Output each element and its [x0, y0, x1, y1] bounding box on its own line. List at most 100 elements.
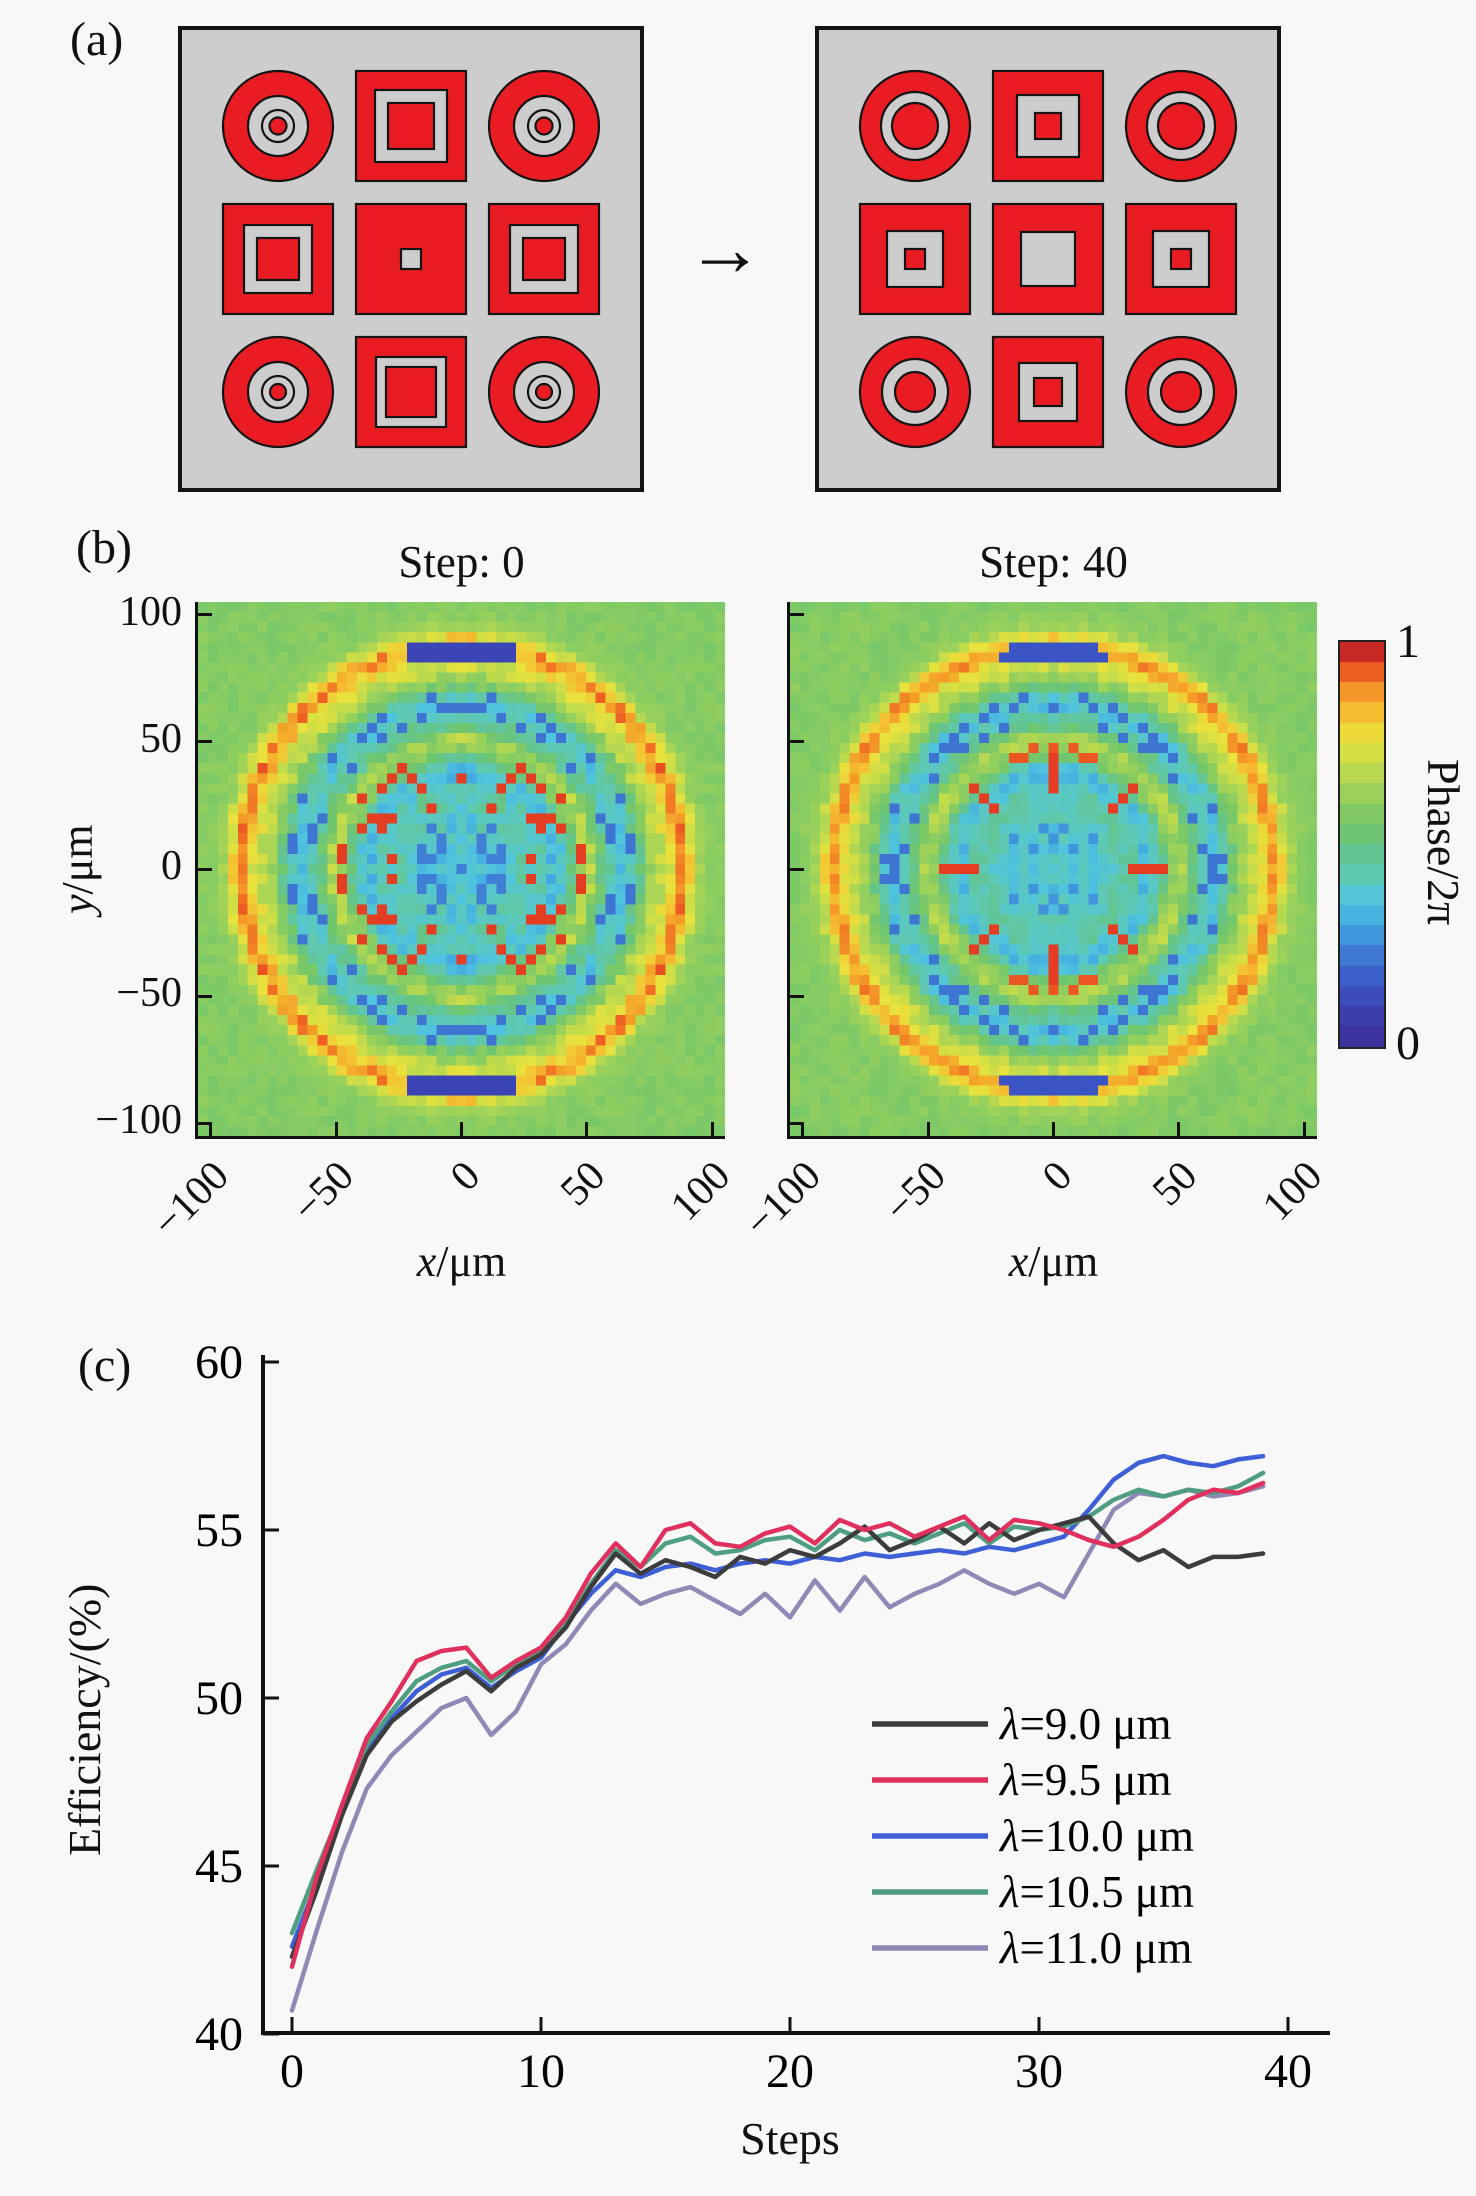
- b-y-tick-mark: [790, 994, 804, 998]
- red-circle: [890, 101, 940, 151]
- colorbar-tick-max: 1: [1396, 615, 1420, 668]
- meta-atom-after-optimization-7: [991, 335, 1105, 449]
- b-y-tick-mark: [198, 740, 212, 744]
- red-circle: [1156, 101, 1206, 151]
- red-square: [384, 365, 438, 419]
- b-y-tick-mark: [790, 867, 804, 871]
- meta-atom-before-optimization-1: [354, 69, 468, 183]
- meta-atom-before-optimization-6: [221, 335, 335, 449]
- red-circle: [534, 382, 554, 402]
- panel-a-label: (a): [70, 13, 124, 66]
- b-x-tick-text: 100: [1254, 1152, 1332, 1230]
- colorbar-label: Phase/2π: [1418, 759, 1469, 926]
- b-x-axis-label-right: x/μm: [790, 1236, 1317, 1287]
- c-x-tick-label: 0: [280, 2045, 304, 2098]
- red-square: [1033, 111, 1063, 141]
- b-x-tick-text: −100: [735, 1152, 830, 1247]
- legend-label: λ=10.5 μm: [998, 1867, 1194, 1917]
- b-y-axis-label-var: y: [53, 894, 102, 914]
- b-x-tick-text: −100: [143, 1152, 238, 1247]
- b-y-tick-label: −100: [95, 1097, 182, 1144]
- arrow-icon: →: [686, 205, 764, 292]
- meta-atom-after-optimization-5: [1124, 202, 1238, 316]
- b-x-tick-mark: [1302, 1122, 1306, 1136]
- b-x-tick-mark: [710, 1122, 714, 1136]
- c-y-tick-label: 40: [195, 2008, 243, 2061]
- meta-atom-before-optimization-7: [354, 335, 468, 449]
- legend-label: λ=9.5 μm: [998, 1755, 1172, 1805]
- b-x-tick-mark: [1052, 1122, 1055, 1136]
- c-x-tick-label: 40: [1264, 2045, 1312, 2098]
- meta-atom-grid-before: [178, 26, 644, 492]
- b-x-tick-text: −50: [284, 1152, 364, 1232]
- colorbar: [1338, 640, 1386, 1049]
- red-circle: [268, 116, 288, 136]
- b-y-tick-mark: [198, 613, 212, 617]
- meta-atom-before-optimization-5: [487, 202, 601, 316]
- efficiency-chart: 40 45 50 55 60 0 10 20 30 40 λ=9.0 μm λ=9.5 μm λ=10.…: [195, 1336, 1330, 2098]
- b-x-tick-mark: [460, 1122, 463, 1136]
- red-square: [521, 236, 567, 282]
- b-y-tick-label: 100: [119, 588, 182, 635]
- heatmap-title-step-0: Step: 0: [398, 537, 525, 587]
- red-square: [1032, 376, 1064, 408]
- b-x-axis-label-unit: /μm: [436, 1237, 507, 1286]
- b-x-tick-text: 50: [1143, 1152, 1207, 1215]
- c-x-axis-label: Steps: [740, 2113, 840, 2164]
- panel-c-label: (c): [78, 1339, 132, 1392]
- b-x-axis-label-unit: /μm: [1028, 1237, 1099, 1286]
- b-x-axis-label-var: x: [416, 1237, 437, 1286]
- b-x-tick-text: 0: [441, 1152, 489, 1201]
- b-y-tick-label: 50: [140, 715, 182, 762]
- red-circle: [534, 116, 554, 136]
- b-x-tick-text: −50: [876, 1152, 956, 1232]
- b-x-tick-mark: [801, 1122, 805, 1136]
- b-y-tick-mark: [790, 1121, 804, 1125]
- phase-map-step-40-frame: [787, 602, 1317, 1139]
- c-y-tick-label: 55: [195, 1504, 243, 1557]
- b-x-axis-label-var: x: [1008, 1237, 1029, 1286]
- meta-atom-before-optimization-4: [354, 202, 468, 316]
- gray-square: [399, 247, 423, 271]
- b-x-tick-text: 0: [1033, 1152, 1081, 1201]
- c-series-λ=9.5 μm: [289, 1480, 1266, 1970]
- c-y-tick-label: 45: [195, 1840, 243, 1893]
- meta-atom-before-optimization-0: [221, 69, 335, 183]
- meta-atom-after-optimization-3: [858, 202, 972, 316]
- red-circle: [268, 382, 288, 402]
- meta-atom-before-optimization-2: [487, 69, 601, 183]
- red-square: [903, 247, 927, 271]
- b-x-tick-mark: [1177, 1122, 1181, 1136]
- legend-label: λ=11.0 μm: [998, 1923, 1192, 1973]
- b-x-tick-mark: [926, 1122, 930, 1136]
- meta-atom-after-optimization-1: [991, 69, 1105, 183]
- legend-label: λ=10.0 μm: [998, 1811, 1194, 1861]
- legend-label: λ=9.0 μm: [998, 1699, 1172, 1749]
- b-y-tick-label: 0: [161, 843, 182, 889]
- red-circle: [893, 370, 937, 414]
- b-y-tick-mark: [790, 740, 804, 744]
- meta-atom-before-optimization-3: [221, 202, 335, 316]
- b-x-tick-mark: [585, 1122, 589, 1136]
- c-series-λ=10.5 μm: [289, 1470, 1266, 1936]
- b-y-tick-mark: [790, 613, 804, 617]
- phase-map-step-0-frame: [195, 602, 725, 1139]
- panel-b-label: (b): [76, 521, 132, 574]
- red-square: [1169, 247, 1193, 271]
- phase-map-step-40: [790, 602, 1317, 1136]
- meta-atom-after-optimization-6: [858, 335, 972, 449]
- meta-atom-grid-after: [815, 26, 1281, 492]
- c-x-tick-label: 20: [766, 2045, 814, 2098]
- meta-atom-after-optimization-8: [1124, 335, 1238, 449]
- gray-square: [1019, 230, 1077, 288]
- c-y-tick-label: 50: [195, 1672, 243, 1725]
- b-y-tick-mark: [198, 1121, 212, 1125]
- red-square: [386, 101, 436, 151]
- b-x-tick-text: 100: [662, 1152, 740, 1230]
- red-circle: [1159, 370, 1203, 414]
- heatmap-title-step-40: Step: 40: [979, 537, 1128, 587]
- c-x-tick-label: 10: [517, 2045, 565, 2098]
- red-square: [255, 236, 301, 282]
- c-series-λ=9.0 μm: [289, 1514, 1266, 1959]
- b-y-tick-mark: [198, 994, 212, 998]
